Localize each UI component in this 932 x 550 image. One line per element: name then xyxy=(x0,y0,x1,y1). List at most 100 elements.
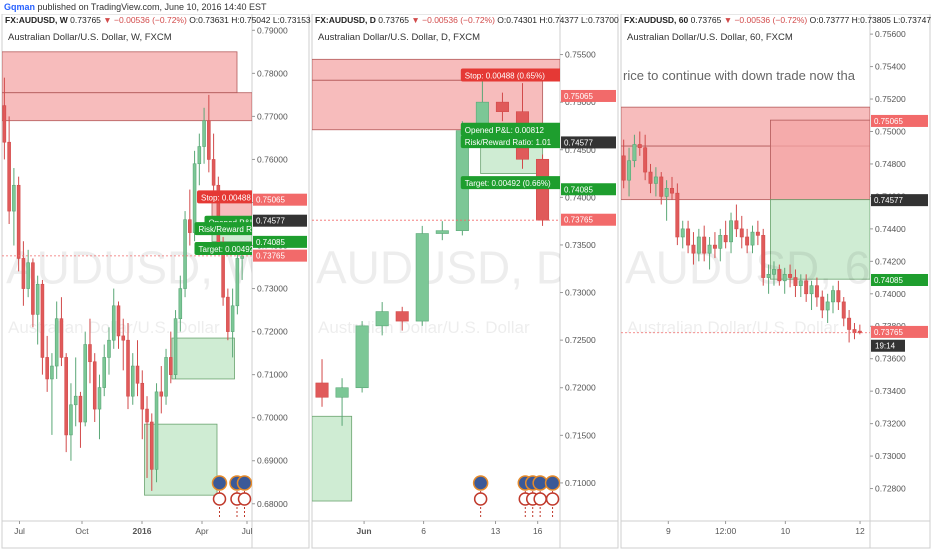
candle[interactable] xyxy=(111,288,116,349)
candle[interactable] xyxy=(92,353,97,422)
candle[interactable] xyxy=(702,225,707,262)
candle[interactable] xyxy=(820,290,825,319)
candle[interactable] xyxy=(653,167,658,197)
candle[interactable] xyxy=(31,258,35,328)
candle[interactable] xyxy=(178,275,183,332)
candle[interactable] xyxy=(315,359,329,407)
candle[interactable] xyxy=(723,220,728,249)
pl-trade-label[interactable]: Opened P&L: 0.00812 xyxy=(460,122,566,136)
candle[interactable] xyxy=(375,302,389,336)
candle[interactable] xyxy=(226,288,230,341)
candle[interactable] xyxy=(83,331,87,427)
candle[interactable] xyxy=(729,212,733,254)
candle[interactable] xyxy=(632,134,637,168)
chart-panel-W[interactable]: FX:AUDUSD, W 0.73765 ▼ −0.00536 (−0.72%)… xyxy=(1,14,320,549)
candle[interactable] xyxy=(745,228,750,254)
candle[interactable] xyxy=(88,318,92,384)
candle[interactable] xyxy=(847,310,852,343)
candle[interactable] xyxy=(197,133,202,186)
candle[interactable] xyxy=(680,220,685,249)
target-trade-label[interactable]: Target: 0.00492 (0.66%) xyxy=(460,176,586,190)
candle[interactable] xyxy=(26,249,30,298)
candle[interactable] xyxy=(159,366,164,414)
candle[interactable] xyxy=(69,383,73,461)
candle[interactable] xyxy=(145,396,149,478)
candle[interactable] xyxy=(718,228,723,262)
candle[interactable] xyxy=(116,301,121,349)
candle[interactable] xyxy=(207,94,211,173)
candle[interactable] xyxy=(782,267,787,294)
candle[interactable] xyxy=(772,261,776,286)
candle[interactable] xyxy=(50,353,54,435)
candle[interactable] xyxy=(495,92,509,122)
event-flag-icon[interactable] xyxy=(472,475,489,519)
candle[interactable] xyxy=(857,324,862,335)
candle[interactable] xyxy=(73,357,78,427)
candle[interactable] xyxy=(54,301,59,379)
candle[interactable] xyxy=(788,264,793,288)
candle[interactable] xyxy=(777,264,782,286)
candle[interactable] xyxy=(627,147,632,197)
candle[interactable] xyxy=(150,413,154,491)
candle[interactable] xyxy=(188,189,192,246)
candle[interactable] xyxy=(64,353,68,453)
candle[interactable] xyxy=(164,348,168,405)
stop-trade-label[interactable]: Stop: 0.00488 (0.65%) xyxy=(460,68,576,82)
candle[interactable] xyxy=(395,306,409,331)
author-name[interactable]: Gqman xyxy=(4,2,36,12)
candle[interactable] xyxy=(648,163,653,194)
candle[interactable] xyxy=(755,220,760,246)
event-flag-icon[interactable] xyxy=(544,475,560,519)
candle[interactable] xyxy=(40,279,45,375)
candle[interactable] xyxy=(102,344,107,397)
stop-trade-label[interactable]: Stop: 0.00488 (0.65%) xyxy=(197,190,312,204)
candle[interactable] xyxy=(130,353,135,405)
candle[interactable] xyxy=(235,245,240,315)
event-flag-icon[interactable] xyxy=(532,475,548,519)
candle[interactable] xyxy=(825,293,830,323)
candle[interactable] xyxy=(734,204,739,237)
chart-panel-60[interactable]: FX:AUDUSD, 60 0.73765 ▼ −0.00536 (−0.72%… xyxy=(620,14,931,549)
pl-trade-label[interactable]: Risk/Reward Ratio: 1.01 xyxy=(460,135,586,149)
candle[interactable] xyxy=(670,176,674,200)
candle[interactable] xyxy=(140,370,145,440)
candle[interactable] xyxy=(126,323,130,410)
candle[interactable] xyxy=(2,77,7,160)
candle[interactable] xyxy=(97,374,102,440)
event-flag-icon[interactable] xyxy=(211,475,228,519)
candle[interactable] xyxy=(59,297,64,367)
candle[interactable] xyxy=(12,168,16,246)
candle[interactable] xyxy=(793,269,798,298)
candle[interactable] xyxy=(809,280,814,311)
candle[interactable] xyxy=(836,280,841,311)
candle[interactable] xyxy=(664,180,669,221)
candle[interactable] xyxy=(841,297,846,327)
candle[interactable] xyxy=(335,378,349,426)
candle[interactable] xyxy=(621,139,626,189)
candle[interactable] xyxy=(7,116,11,224)
candle[interactable] xyxy=(675,183,680,246)
plot-area[interactable]: AUDUSD, D Australian Dollar/U.S. Dollar St… xyxy=(312,58,586,519)
candle[interactable] xyxy=(536,154,550,226)
charts-canvas[interactable]: FX:AUDUSD, W 0.73765 ▼ −0.00536 (−0.72%)… xyxy=(0,14,932,550)
candle[interactable] xyxy=(415,225,429,326)
candle[interactable] xyxy=(202,107,206,164)
candle[interactable] xyxy=(78,391,83,448)
candle[interactable] xyxy=(230,288,235,358)
plot-area[interactable]: AUDUSD, 60 Australian Dollar/U.S. Dollar r… xyxy=(621,68,896,343)
candle[interactable] xyxy=(750,225,755,254)
candle[interactable] xyxy=(643,134,648,181)
chart-panel-D[interactable]: FX:AUDUSD, D 0.73765 ▼ −0.00536 (−0.72%)… xyxy=(311,14,619,549)
target-trade-label[interactable]: Target: 0.00492 (0.66%) xyxy=(194,241,320,255)
candle[interactable] xyxy=(691,232,696,265)
candle[interactable] xyxy=(686,220,691,254)
candle[interactable] xyxy=(16,176,21,272)
candle[interactable] xyxy=(712,232,717,259)
candle[interactable] xyxy=(766,264,771,294)
candle[interactable] xyxy=(435,221,449,241)
candle[interactable] xyxy=(707,236,712,270)
candle[interactable] xyxy=(739,215,744,249)
candle[interactable] xyxy=(107,327,111,375)
candle[interactable] xyxy=(135,340,140,397)
